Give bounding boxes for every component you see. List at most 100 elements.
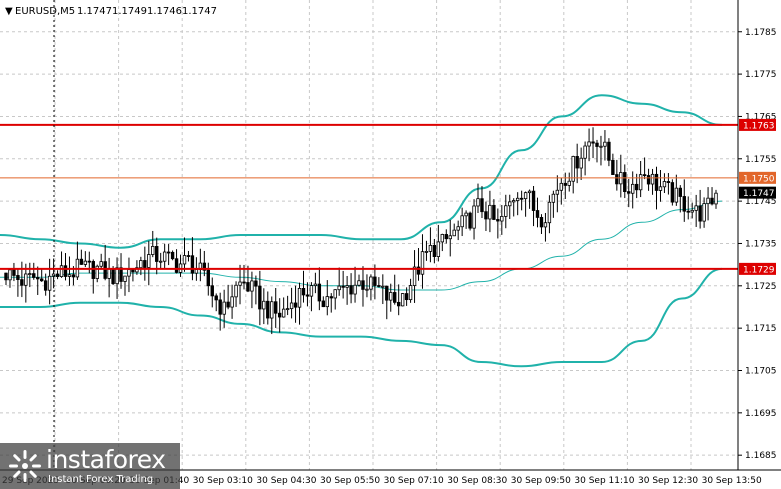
- candle-body: [91, 261, 95, 279]
- candle-body: [246, 282, 250, 292]
- candle-body: [20, 279, 24, 286]
- candle-body: [587, 141, 591, 147]
- candle-body: [222, 301, 226, 315]
- candle-body: [262, 300, 266, 310]
- candle-body: [428, 244, 433, 252]
- symbol-title: EURUSD,M5: [15, 6, 75, 17]
- collapse-icon[interactable]: ▼: [5, 6, 13, 17]
- candle-body: [67, 274, 72, 277]
- candle-body: [8, 269, 12, 281]
- candle-body: [158, 260, 163, 263]
- price-tick-label: 1.1695: [745, 409, 777, 419]
- time-tick-label: 30 Sep 05:50: [320, 476, 380, 486]
- high-value: 1.1749: [112, 6, 147, 17]
- candle-body: [654, 173, 659, 191]
- candle-body: [186, 255, 191, 257]
- candle-body: [297, 287, 302, 308]
- candle-body: [111, 268, 115, 285]
- candle-body: [523, 192, 528, 200]
- candle-body: [357, 280, 361, 286]
- bollinger-bands: [0, 94, 723, 368]
- candle-body: [47, 275, 52, 291]
- current-price-tag-bg: [739, 186, 776, 199]
- candle-body: [615, 174, 619, 185]
- candle-body: [162, 251, 167, 262]
- candle-body: [36, 277, 40, 280]
- candle-body: [714, 192, 718, 205]
- price-tick-label: 1.1725: [745, 282, 777, 292]
- candle-body: [289, 302, 294, 310]
- price-tick-label: 1.1785: [745, 28, 777, 38]
- candle-body: [400, 293, 405, 307]
- candle-body: [127, 269, 131, 277]
- candle-body: [361, 280, 365, 290]
- price-tick-label: 1.1755: [745, 155, 777, 165]
- candle-body: [678, 187, 683, 197]
- candle-body: [508, 201, 512, 207]
- price-tags: 1.1763 1.1729 1.1750 1.1747: [739, 118, 776, 275]
- candle-body: [369, 276, 373, 290]
- candle-body: [424, 250, 429, 253]
- candle-body: [87, 260, 91, 263]
- candle-body: [293, 302, 298, 308]
- candle-body: [575, 156, 579, 169]
- price-tick-label: 1.1765: [745, 112, 777, 122]
- candle-body: [206, 269, 210, 287]
- candle-body: [123, 275, 127, 282]
- candle-body: [448, 235, 452, 240]
- candle-body: [607, 141, 611, 161]
- candle-body: [488, 204, 492, 220]
- candle-body: [393, 292, 397, 303]
- candle-body: [115, 267, 119, 285]
- time-tick-label: 30 Sep 07:10: [384, 476, 444, 486]
- candle-body: [373, 276, 377, 286]
- candles: [4, 127, 718, 335]
- candle-body: [147, 254, 151, 268]
- candle-body: [313, 283, 318, 287]
- candle-body: [603, 141, 607, 147]
- candle-body: [28, 273, 32, 276]
- candle-body: [444, 234, 448, 240]
- open-value: 1.1747: [77, 6, 112, 17]
- candle-body: [472, 205, 476, 229]
- candle-body: [143, 260, 147, 268]
- candle-body: [496, 219, 500, 222]
- candle-body: [531, 190, 536, 211]
- candle-body: [12, 269, 16, 276]
- candle-body: [527, 190, 532, 194]
- candle-body: [166, 251, 171, 254]
- candle-body: [504, 205, 508, 217]
- candle-body: [285, 308, 290, 311]
- candle-body: [631, 183, 635, 194]
- candle-body: [55, 273, 60, 278]
- candle-body: [182, 255, 187, 265]
- candle-body: [389, 292, 393, 301]
- level-price-tag-label: 1.1729: [743, 265, 775, 275]
- candle-body: [238, 281, 242, 286]
- candle-body: [202, 262, 207, 271]
- candle-body: [277, 312, 282, 318]
- candle-body: [595, 142, 599, 147]
- level-price-tag-label: 1.1763: [743, 121, 775, 131]
- grid: [0, 0, 738, 470]
- candle-body: [706, 197, 710, 205]
- candle-body: [551, 193, 556, 203]
- price-tick-label: 1.1745: [745, 197, 777, 207]
- candle-body: [591, 141, 595, 144]
- candle-body: [349, 285, 353, 295]
- candle-body: [250, 280, 254, 292]
- candle-body: [345, 285, 349, 288]
- candle-body: [43, 280, 48, 291]
- candle-body: [611, 159, 615, 175]
- candle-body: [381, 285, 385, 288]
- candle-body: [218, 299, 222, 315]
- candle-body: [646, 175, 651, 185]
- candle-body: [83, 260, 88, 265]
- time-tick-label: 30 Sep 08:30: [447, 476, 507, 486]
- candle-body: [24, 273, 28, 286]
- candle-body: [281, 308, 286, 318]
- candle-body: [682, 196, 686, 212]
- candle-body: [539, 217, 544, 228]
